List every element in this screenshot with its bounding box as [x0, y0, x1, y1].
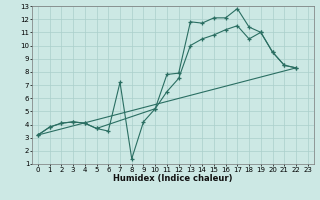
- X-axis label: Humidex (Indice chaleur): Humidex (Indice chaleur): [113, 174, 233, 183]
